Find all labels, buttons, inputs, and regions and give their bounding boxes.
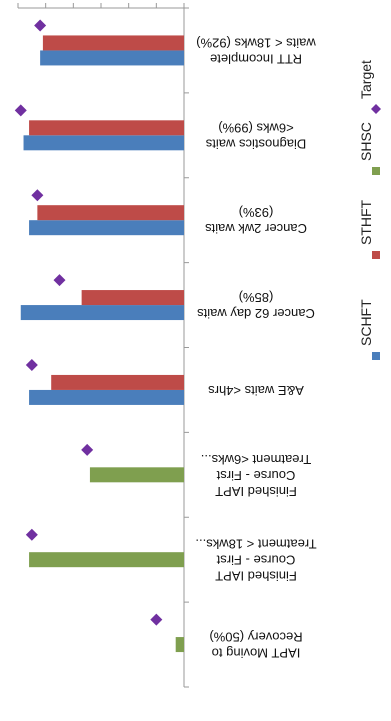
tick-label: 100% — [1, 0, 35, 2]
legend-label: SCHFT — [358, 299, 374, 346]
legend-item-sthft: STHFT — [358, 199, 380, 259]
target-marker — [34, 19, 47, 32]
target-marker — [14, 104, 27, 117]
bar-sthft — [37, 205, 184, 221]
target-marker — [31, 189, 44, 202]
legend: SCHFT STHFT SHSC Target — [358, 60, 381, 360]
bar-schft — [29, 220, 184, 236]
legend-item-target: Target — [358, 60, 381, 114]
legend-swatch — [372, 352, 380, 360]
bar-shsc — [29, 552, 184, 568]
legend-swatch — [372, 167, 380, 175]
legend-label: SHSC — [358, 122, 374, 161]
bar-sthft — [81, 290, 184, 306]
bar-sthft — [51, 374, 184, 390]
category-label: Diagnostics waits<6wks (99%) — [205, 120, 306, 151]
bar-shsc — [175, 637, 184, 653]
category-label: Finished IAPTCourse - FirstTreatment <6w… — [201, 452, 311, 499]
category-label: Finished IAPTCourse - FirstTreatment < 1… — [195, 537, 316, 584]
category-label: Cancer 62 day waits(85%) — [197, 290, 315, 321]
tick-label: 40% — [171, 0, 197, 2]
tick-label: 80% — [60, 0, 86, 2]
tick-label: 90% — [32, 0, 58, 2]
plot-area — [14, 19, 184, 653]
target-marker — [25, 528, 38, 541]
legend-item-schft: SCHFT — [358, 299, 380, 360]
tick-label: 70% — [88, 0, 114, 2]
bar-schft — [40, 50, 184, 66]
category-label: A&E waits <4hrs — [208, 383, 304, 398]
target-marker — [150, 613, 163, 626]
bar-schft — [20, 305, 184, 321]
tick-label: 50% — [143, 0, 169, 2]
legend-swatch — [372, 251, 380, 259]
category-label: RTT Incompletewaits < 18wks (92%) — [196, 35, 317, 66]
bar-sthft — [42, 35, 184, 51]
bar-shsc — [89, 467, 184, 483]
target-marker — [25, 358, 38, 371]
legend-swatch — [371, 104, 381, 114]
category-axis: RTT Incompletewaits < 18wks (92%) Diagnos… — [183, 7, 317, 688]
target-marker — [81, 443, 94, 456]
category-label: IAPT Moving toRecovery (50%) — [209, 630, 302, 661]
tick-label: 60% — [115, 0, 141, 2]
bar-sthft — [29, 120, 184, 136]
legend-label: STHFT — [358, 199, 374, 245]
value-axis: 100%90%80%70%60%50%40% — [1, 0, 197, 9]
bar-schft — [29, 389, 184, 405]
legend-label: Target — [358, 60, 374, 99]
legend-item-shsc: SHSC — [358, 122, 380, 175]
target-marker — [53, 274, 66, 287]
bar-schft — [23, 135, 184, 151]
category-label: Cancer 2wk waits(93%) — [205, 205, 307, 236]
